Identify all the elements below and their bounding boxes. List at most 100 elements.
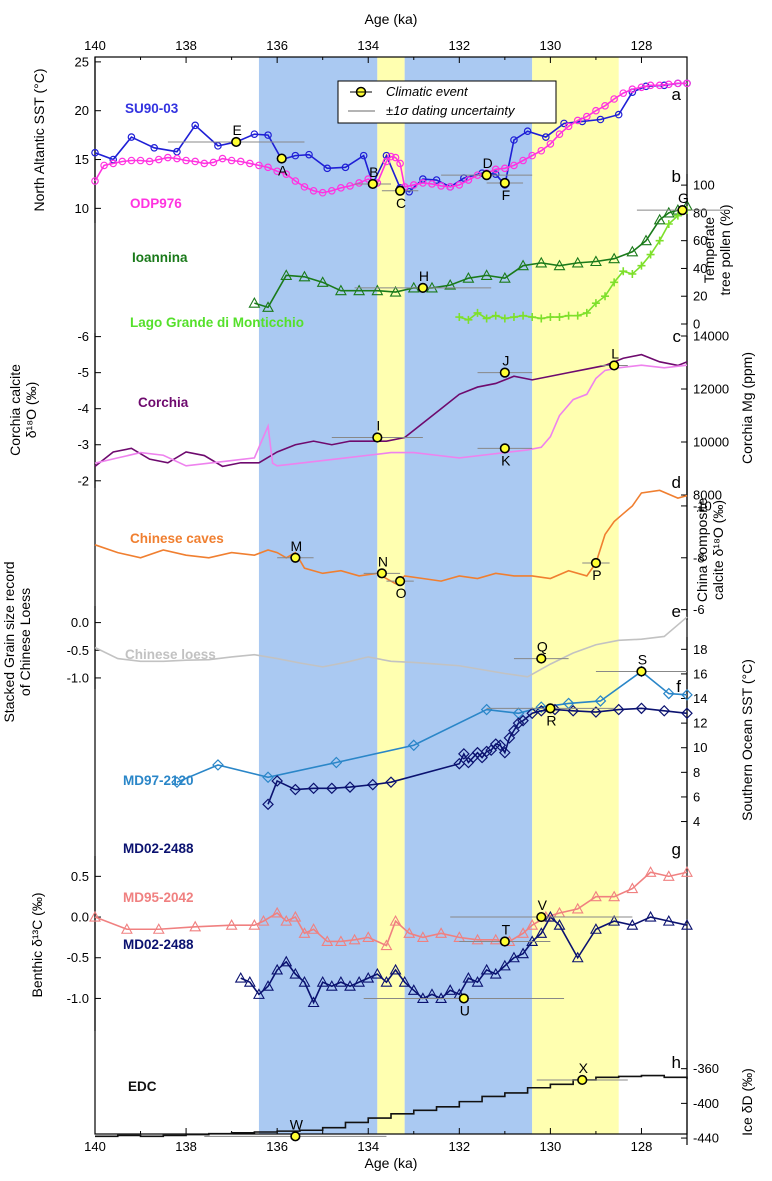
- x-axis-label-top: Age (ka): [365, 11, 418, 27]
- y-tick-label-d_d18o: -10: [693, 498, 712, 513]
- event-label: W: [290, 1116, 304, 1132]
- event-E: E: [167, 122, 305, 148]
- y-axis-label-line: Southern Ocean SST (°C): [739, 659, 755, 821]
- panel-letter-c: c: [673, 327, 682, 346]
- series-lago-grande-di-monticchio: [455, 206, 691, 324]
- data-point: [325, 782, 338, 795]
- x-tick-label-top: 136: [266, 38, 288, 53]
- data-point: [407, 984, 420, 995]
- event-G: G: [636, 190, 728, 216]
- data-point: [359, 151, 368, 160]
- climatic-events: A B C D E F G H I J K L M NO P Q R S T U V W X: [167, 122, 728, 1142]
- y-tick-label-d_d18o: -6: [693, 602, 705, 617]
- series-line: [240, 915, 688, 1005]
- data-point: [591, 299, 600, 308]
- event-marker: [376, 568, 387, 579]
- data-point: [662, 870, 675, 881]
- data-point: [635, 702, 648, 715]
- data-point: [664, 80, 673, 89]
- data-point: [637, 83, 646, 92]
- y-tick-label-c_d18o: -6: [77, 329, 89, 344]
- event-label: K: [501, 452, 511, 468]
- data-point: [626, 245, 639, 257]
- data-point: [246, 159, 254, 168]
- band-0: [258, 57, 378, 1134]
- y-tick-label-f_sst: 14: [693, 691, 707, 706]
- data-point: [619, 267, 628, 276]
- data-point: [321, 935, 334, 947]
- data-point: [253, 988, 265, 999]
- legend: Climatic event ±1σ dating uncertainty: [337, 80, 557, 124]
- data-point: [330, 756, 343, 769]
- data-point: [416, 992, 429, 1003]
- data-point: [498, 272, 511, 283]
- data-point: [289, 967, 302, 979]
- series-line: [94, 364, 688, 467]
- data-point: [262, 301, 274, 312]
- y-axis-label-c_d18o: Corchia calciteδ¹⁸O (‰): [7, 364, 39, 456]
- y-tick-label-c_mg: 12000: [693, 382, 729, 397]
- data-point: [619, 89, 628, 97]
- data-point: [674, 79, 682, 88]
- event-F: F: [486, 177, 524, 203]
- data-point: [519, 156, 527, 165]
- data-point: [662, 914, 675, 926]
- data-point: [508, 951, 520, 963]
- data-point: [489, 933, 502, 945]
- data-point: [503, 732, 516, 744]
- data-point: [362, 931, 375, 942]
- data-point: [589, 255, 602, 267]
- data-point: [646, 81, 655, 90]
- data-point: [212, 759, 224, 771]
- event-M: M: [277, 538, 314, 563]
- data-point: [458, 748, 470, 760]
- y-axis-label-line: Ice δD (‰): [739, 1068, 755, 1136]
- data-point: [471, 933, 484, 945]
- event-marker: [290, 552, 301, 563]
- event-O: O: [386, 576, 414, 601]
- data-point: [646, 250, 655, 259]
- y-tick-label-e_loess: -0.5: [67, 643, 89, 658]
- data-point: [371, 284, 384, 296]
- y-axis-label-line: Stacked Grain size record: [1, 561, 17, 722]
- event-label: B: [369, 164, 378, 180]
- event-marker: [636, 666, 647, 677]
- data-point: [291, 151, 300, 160]
- data-point: [435, 927, 448, 938]
- data-point: [182, 156, 190, 165]
- data-point: [396, 159, 404, 168]
- data-point: [610, 278, 619, 287]
- event-label: P: [592, 567, 601, 583]
- legend-event-text: Climatic event: [386, 84, 469, 99]
- data-point: [573, 116, 582, 125]
- data-point: [389, 963, 402, 975]
- data-point: [596, 115, 605, 124]
- data-point: [655, 81, 664, 90]
- y-tick-label-c_d18o: -3: [77, 437, 89, 452]
- data-point: [337, 184, 345, 192]
- data-point: [510, 161, 518, 170]
- data-point: [250, 130, 259, 138]
- data-point: [280, 269, 293, 280]
- data-point: [387, 152, 395, 161]
- data-point: [435, 992, 448, 1003]
- event-D: D: [441, 155, 533, 181]
- event-K: K: [477, 443, 533, 468]
- series-label: MD02-2488: [123, 841, 194, 856]
- data-point: [298, 270, 311, 282]
- data-point: [519, 311, 528, 320]
- y-tick-label-f_sst: 18: [693, 642, 707, 657]
- data-point: [289, 910, 302, 922]
- y-tick-label-b_pollen: 40: [693, 261, 707, 276]
- event-marker: [545, 703, 556, 714]
- x-tick-label-top: 140: [84, 38, 106, 53]
- event-label: Q: [537, 639, 548, 655]
- data-point: [564, 311, 573, 320]
- x-tick-label-bottom: 132: [448, 1139, 470, 1154]
- data-point: [152, 923, 165, 934]
- data-point: [553, 259, 566, 271]
- series-edc: [95, 1074, 688, 1138]
- event-label: O: [396, 585, 407, 601]
- data-point: [542, 133, 550, 141]
